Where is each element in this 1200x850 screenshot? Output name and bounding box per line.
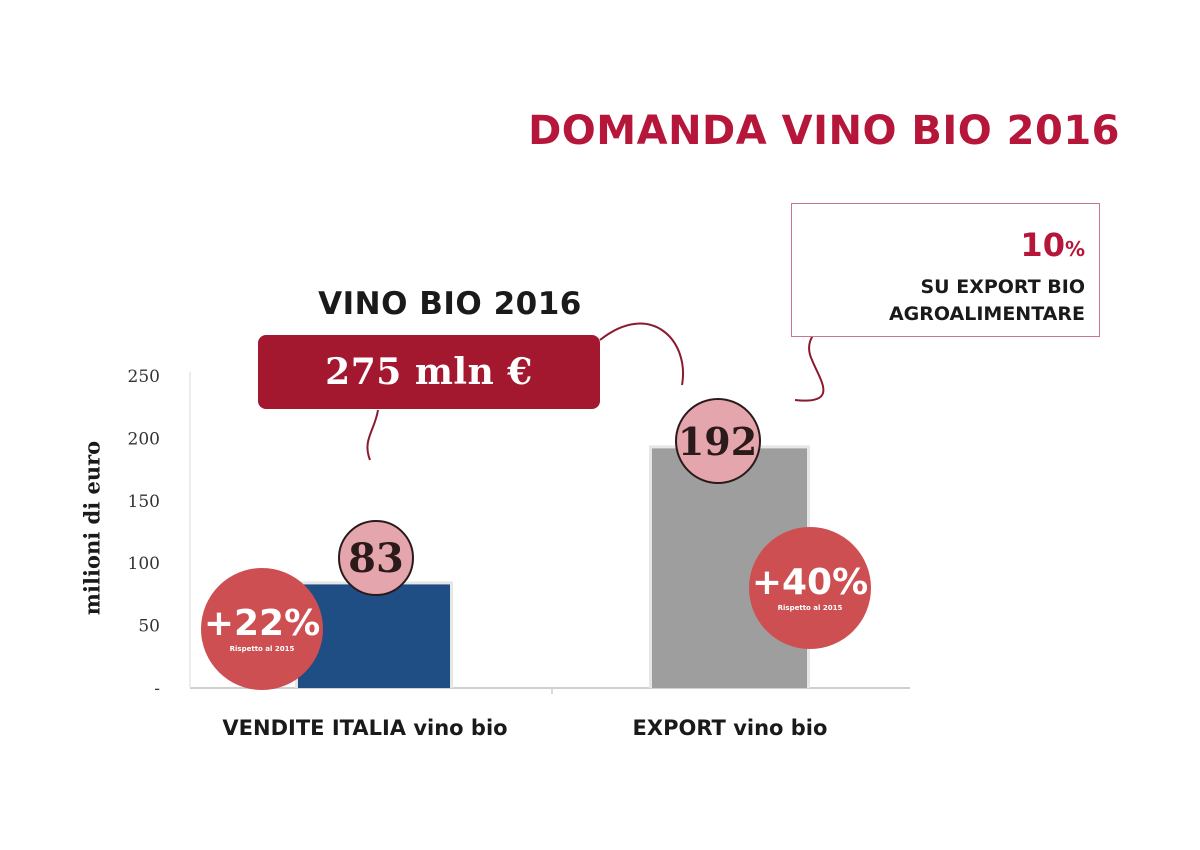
category-label-italia: VENDITE ITALIA vino bio <box>222 716 508 740</box>
value-bubble-italia: 83 <box>338 520 414 597</box>
y-tick-label: 250 <box>128 367 160 387</box>
bar <box>298 584 450 688</box>
growth-value-export: +40% <box>751 562 869 603</box>
export-share-unit: % <box>1064 237 1085 261</box>
growth-bubble-export: +40% Rispetto al 2015 <box>749 527 871 649</box>
total-title: VINO BIO 2016 <box>318 286 582 322</box>
export-share-number: 10 <box>1020 226 1065 264</box>
category-label-export: EXPORT vino bio <box>632 716 828 740</box>
y-tick-label: 150 <box>128 492 160 512</box>
export-share-line2: AGROALIMENTARE <box>888 303 1085 325</box>
connector-total-left <box>366 409 379 461</box>
export-share-callout: 10% SU EXPORT BIO AGROALIMENTARE <box>791 203 1100 337</box>
y-tick-label: 100 <box>128 554 160 574</box>
export-share-description: SU EXPORT BIO AGROALIMENTARE <box>889 274 1085 328</box>
export-share-value: 10% <box>1020 226 1085 264</box>
growth-note-export: Rispetto al 2015 <box>777 604 843 612</box>
growth-note-italia: Rispetto al 2015 <box>229 645 295 653</box>
y-tick-label: 50 <box>138 617 160 637</box>
growth-bubble-italia: +22% Rispetto al 2015 <box>201 568 323 690</box>
connector-export-share <box>794 329 825 402</box>
y-axis-title: milioni di euro <box>79 440 105 616</box>
total-value-box: 275 mln € <box>258 335 600 409</box>
value-bubble-export: 192 <box>674 398 761 485</box>
chart-title: DOMANDA VINO BIO 2016 <box>528 108 1120 154</box>
y-tick-label: - <box>154 679 160 699</box>
connector-total-right <box>599 322 685 386</box>
export-share-line1: SU EXPORT BIO <box>920 276 1086 298</box>
growth-value-italia: +22% <box>203 603 321 644</box>
y-tick-label: 200 <box>128 429 160 449</box>
